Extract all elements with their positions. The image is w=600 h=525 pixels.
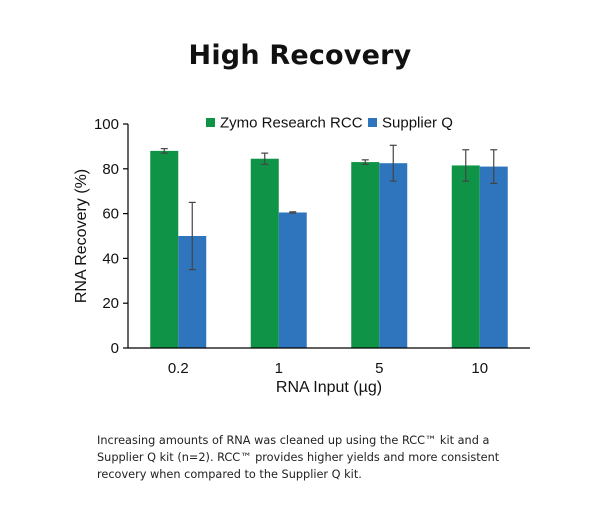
- bar-supplier-q-1: [278, 212, 307, 348]
- error-bars-layer: [160, 144, 498, 271]
- error-bar-zymo-rcc-10: [462, 149, 470, 182]
- legend-label: Zymo Research RCC: [220, 115, 363, 132]
- legend-item-zymo-rcc: Zymo Research RCC: [206, 115, 363, 132]
- error-bar-supplier-q-5: [389, 144, 397, 182]
- x-axis-label: RNA Input (µg): [276, 379, 382, 396]
- y-tick-label: 80: [102, 161, 119, 178]
- bar-zymo-rcc-0.2: [150, 150, 179, 348]
- error-bar-supplier-q-10: [490, 149, 498, 184]
- chart: RNA Input (µg) RNA Recovery (%) 0.2 1 5 10 0 2…: [73, 115, 530, 396]
- error-bar-supplier-q-0.2: [188, 201, 196, 271]
- error-bar-zymo-rcc-5: [361, 159, 369, 165]
- legend-swatch: [206, 118, 215, 127]
- bar-zymo-rcc-1: [250, 158, 279, 348]
- x-tick-label: 0.2: [168, 360, 189, 377]
- bar-zymo-rcc-5: [351, 162, 380, 348]
- bars-layer: [150, 150, 508, 348]
- bar-zymo-rcc-10: [451, 165, 480, 348]
- y-axis-label: RNA Recovery (%): [73, 169, 90, 303]
- bar-supplier-q-5: [379, 163, 408, 348]
- y-tick-label: 100: [94, 116, 119, 133]
- x-tick-label: 10: [471, 360, 488, 377]
- error-bar-zymo-rcc-0.2: [160, 148, 168, 154]
- y-tick-label: 0: [111, 340, 119, 357]
- page-title: High Recovery: [188, 40, 412, 71]
- y-tick-label: 20: [102, 295, 119, 312]
- legend-item-supplier-q: Supplier Q: [368, 115, 453, 132]
- bar-chart: RNA Input (µg)RNA Recovery (%) 0.2 1 5 1002…: [73, 115, 530, 396]
- x-tick-label: 1: [275, 360, 283, 377]
- legend-label: Supplier Q: [382, 115, 453, 132]
- x-tick-label: 5: [375, 360, 383, 377]
- figure-caption: Increasing amounts of RNA was cleaned up…: [97, 434, 500, 481]
- legend-swatch: [368, 118, 377, 127]
- y-tick-label: 40: [102, 250, 119, 267]
- y-tick-label: 60: [102, 206, 119, 223]
- error-bar-zymo-rcc-1: [261, 152, 269, 165]
- axes-layer: RNA Input (µg) RNA Recovery (%): [73, 124, 530, 396]
- bar-supplier-q-10: [479, 166, 508, 348]
- error-bar-supplier-q-1: [289, 211, 297, 214]
- legend: Zymo Research RCC Supplier Q: [206, 115, 453, 132]
